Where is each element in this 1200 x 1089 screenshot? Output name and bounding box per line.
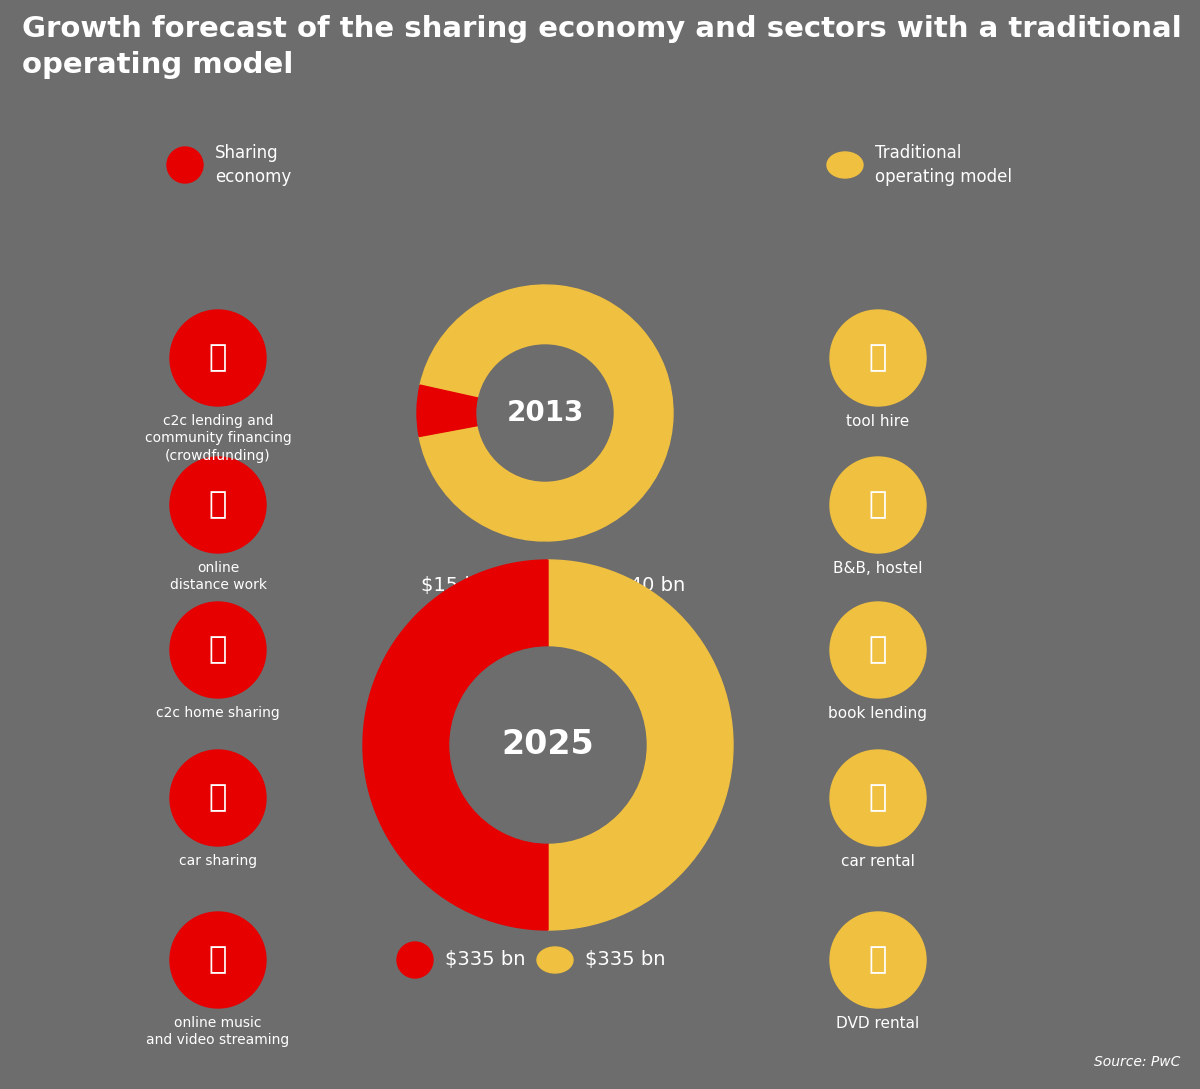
Text: $15 bn: $15 bn [421, 576, 490, 596]
Text: 📚: 📚 [869, 636, 887, 664]
Wedge shape [419, 285, 673, 541]
Circle shape [830, 911, 926, 1008]
Ellipse shape [538, 947, 574, 972]
Text: 🎵: 🎵 [209, 945, 227, 975]
Text: c2c lending and
community financing
(crowdfunding): c2c lending and community financing (cro… [145, 414, 292, 463]
Text: Traditional
operating model: Traditional operating model [875, 144, 1012, 186]
Text: Source: PwC: Source: PwC [1093, 1055, 1180, 1069]
Text: tool hire: tool hire [846, 414, 910, 429]
Wedge shape [548, 560, 733, 930]
Text: $335 bn: $335 bn [445, 951, 526, 969]
Text: online
distance work: online distance work [169, 561, 266, 592]
Text: 2013: 2013 [506, 399, 583, 427]
Text: $240 bn: $240 bn [605, 576, 685, 596]
Circle shape [830, 750, 926, 846]
Text: 🏗: 🏗 [869, 343, 887, 372]
Text: 👥: 👥 [209, 490, 227, 519]
Circle shape [830, 602, 926, 698]
Text: 🛌: 🛌 [209, 636, 227, 664]
Circle shape [167, 147, 203, 183]
Text: 🚘: 🚘 [869, 783, 887, 812]
Text: 2025: 2025 [502, 729, 594, 761]
Circle shape [478, 345, 613, 481]
Text: 🛏: 🛏 [869, 490, 887, 519]
Text: car sharing: car sharing [179, 854, 257, 868]
Circle shape [170, 457, 266, 553]
Circle shape [830, 457, 926, 553]
Circle shape [450, 647, 646, 843]
Text: $335 bn: $335 bn [586, 951, 666, 969]
Ellipse shape [827, 152, 863, 178]
Text: DVD rental: DVD rental [836, 1016, 919, 1031]
Text: car rental: car rental [841, 854, 914, 869]
Wedge shape [364, 560, 548, 930]
Text: B&B, hostel: B&B, hostel [833, 561, 923, 576]
Circle shape [830, 310, 926, 406]
Circle shape [170, 602, 266, 698]
Text: Growth forecast of the sharing economy and sectors with a traditional
operating : Growth forecast of the sharing economy a… [22, 15, 1181, 79]
Text: online music
and video streaming: online music and video streaming [146, 1016, 289, 1048]
Text: 🤝: 🤝 [209, 343, 227, 372]
Text: Sharing
economy: Sharing economy [215, 144, 292, 186]
Text: 💿: 💿 [869, 945, 887, 975]
Wedge shape [418, 386, 479, 437]
Text: book lending: book lending [828, 706, 928, 721]
Circle shape [170, 310, 266, 406]
Circle shape [397, 942, 433, 978]
Text: 🚗: 🚗 [209, 783, 227, 812]
Circle shape [170, 750, 266, 846]
Text: c2c home sharing: c2c home sharing [156, 706, 280, 720]
Circle shape [170, 911, 266, 1008]
